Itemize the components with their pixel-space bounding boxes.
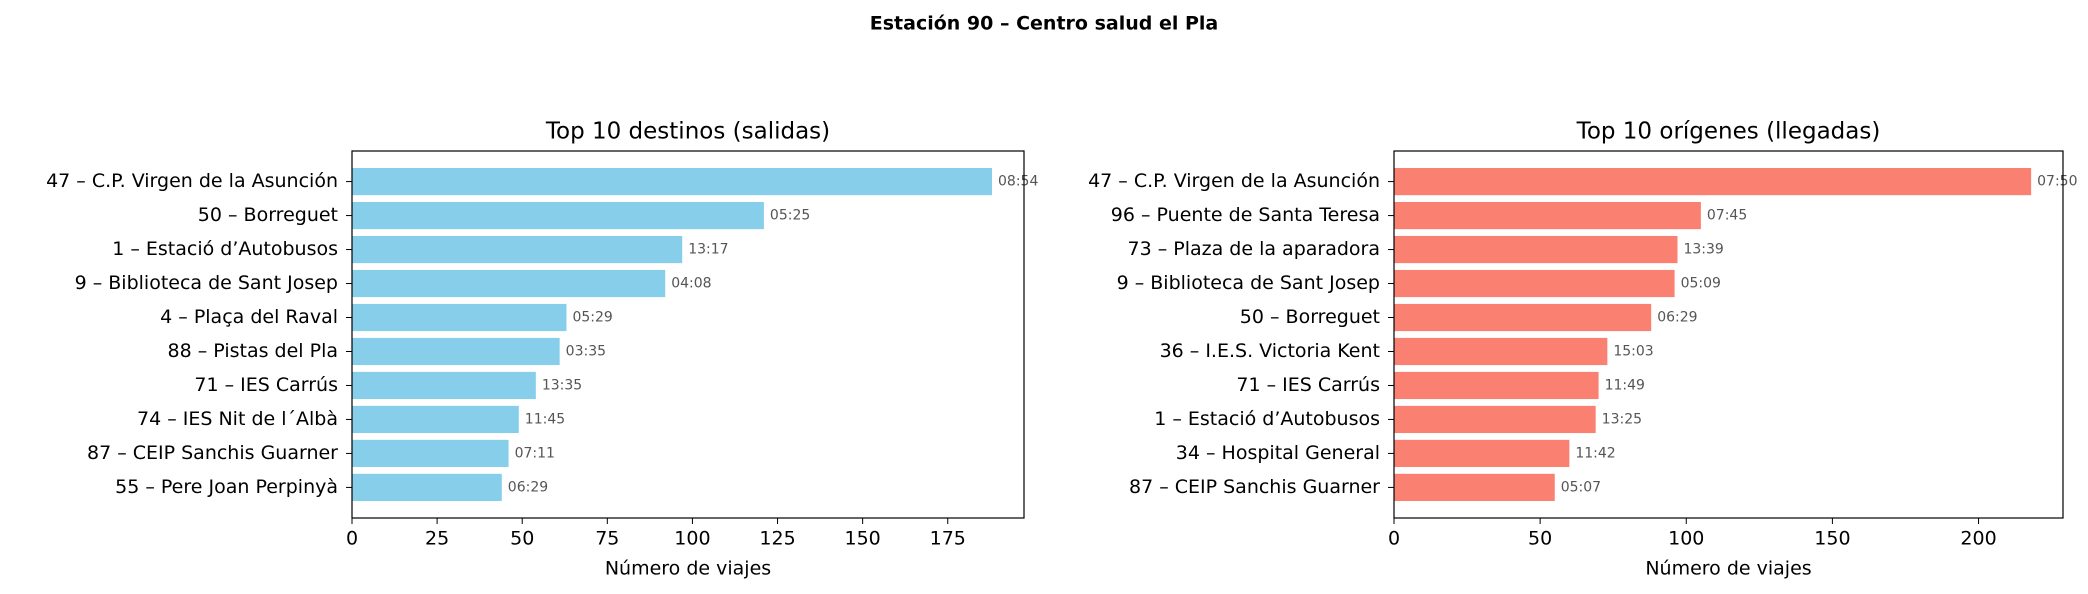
chart-title: Top 10 orígenes (llegadas) xyxy=(1576,119,1881,145)
bar-label: 13:39 xyxy=(1683,242,1723,258)
y-tick-label: 1 – Estació d’Autobusos xyxy=(1154,408,1380,430)
x-tick-label: 125 xyxy=(759,528,795,550)
axes-frame xyxy=(1393,150,2064,519)
bar-label: 06:29 xyxy=(1657,310,1697,326)
y-tick-label: 9 – Biblioteca de Sant Josep xyxy=(75,272,338,294)
bar xyxy=(352,371,536,400)
bar-label: 05:07 xyxy=(1561,479,1601,495)
x-tick-label: 100 xyxy=(1668,528,1704,550)
bar-label: 07:50 xyxy=(2037,174,2077,190)
x-axis-label: Número de viajes xyxy=(1645,558,1811,580)
bar-label: 05:29 xyxy=(572,310,612,326)
bar xyxy=(352,405,519,434)
y-tick-label: 47 – C.P. Virgen de la Asunción xyxy=(1088,170,1380,192)
bar xyxy=(352,201,764,230)
bar xyxy=(1394,337,1608,366)
bar-label: 07:45 xyxy=(1707,208,1747,224)
x-tick-label: 50 xyxy=(510,528,534,550)
y-tick-label: 87 – CEIP Sanchis Guarner xyxy=(87,442,338,464)
bar-label: 04:08 xyxy=(671,276,711,292)
figure-title: Estación 90 – Centro salud el Pla xyxy=(870,13,1218,35)
bar xyxy=(352,473,502,502)
bar xyxy=(1394,439,1570,468)
bar xyxy=(1394,405,1596,434)
bar xyxy=(352,235,683,264)
y-tick-label: 71 – IES Carrús xyxy=(1236,374,1380,396)
bar xyxy=(1394,269,1675,298)
x-tick-label: 150 xyxy=(845,528,881,550)
x-tick-label: 100 xyxy=(674,528,710,550)
bar xyxy=(1394,473,1555,502)
bar xyxy=(352,337,560,366)
bar xyxy=(1394,303,1652,332)
bar-label: 08:54 xyxy=(998,174,1038,190)
y-tick-label: 1 – Estació d’Autobusos xyxy=(112,238,338,260)
bar-label: 11:42 xyxy=(1575,445,1615,461)
y-tick-label: 74 – IES Nit de l´Albà xyxy=(137,408,338,430)
bar-label: 13:35 xyxy=(542,377,582,393)
x-tick-label: 0 xyxy=(1388,528,1400,550)
x-tick-label: 50 xyxy=(1528,528,1552,550)
bar xyxy=(352,303,567,332)
x-axis-label: Número de viajes xyxy=(605,558,771,580)
y-tick-label: 87 – CEIP Sanchis Guarner xyxy=(1129,476,1380,498)
bar xyxy=(1394,167,2032,196)
y-tick-label: 34 – Hospital General xyxy=(1176,442,1380,464)
x-tick-label: 0 xyxy=(346,528,358,550)
axes-frame xyxy=(351,150,1025,519)
bar-label: 11:45 xyxy=(525,411,565,427)
bar xyxy=(1394,201,1701,230)
bar-label: 11:49 xyxy=(1605,377,1645,393)
y-tick-label: 50 – Borreguet xyxy=(198,204,338,226)
y-tick-label: 71 – IES Carrús xyxy=(194,374,338,396)
bar-label: 13:17 xyxy=(688,242,728,258)
x-tick-label: 25 xyxy=(425,528,449,550)
bar-label: 05:25 xyxy=(770,208,810,224)
y-tick-label: 73 – Plaza de la aparadora xyxy=(1128,238,1380,260)
chart-title: Top 10 destinos (salidas) xyxy=(545,119,830,145)
y-tick-label: 88 – Pistas del Pla xyxy=(168,340,338,362)
y-tick-label: 50 – Borreguet xyxy=(1240,306,1380,328)
y-tick-label: 47 – C.P. Virgen de la Asunción xyxy=(46,170,338,192)
bar xyxy=(352,269,666,298)
x-tick-label: 75 xyxy=(595,528,619,550)
bar-label: 03:35 xyxy=(566,343,606,359)
y-tick-label: 55 – Pere Joan Perpinyà xyxy=(115,476,338,498)
y-tick-label: 9 – Biblioteca de Sant Josep xyxy=(1117,272,1380,294)
bar-label: 06:29 xyxy=(508,479,548,495)
bar-label: 07:11 xyxy=(515,445,555,461)
bar xyxy=(1394,371,1599,400)
bar xyxy=(352,439,509,468)
bar xyxy=(1394,235,1678,264)
x-tick-label: 200 xyxy=(1960,528,1996,550)
y-tick-label: 4 – Plaça del Raval xyxy=(160,306,338,328)
bar xyxy=(352,167,992,196)
bar-label: 13:25 xyxy=(1602,411,1642,427)
bar-label: 15:03 xyxy=(1613,343,1653,359)
bar-label: 05:09 xyxy=(1681,276,1721,292)
x-tick-label: 150 xyxy=(1814,528,1850,550)
y-tick-label: 36 – I.E.S. Victoria Kent xyxy=(1160,340,1380,362)
x-tick-label: 175 xyxy=(930,528,966,550)
y-tick-label: 96 – Puente de Santa Teresa xyxy=(1111,204,1380,226)
